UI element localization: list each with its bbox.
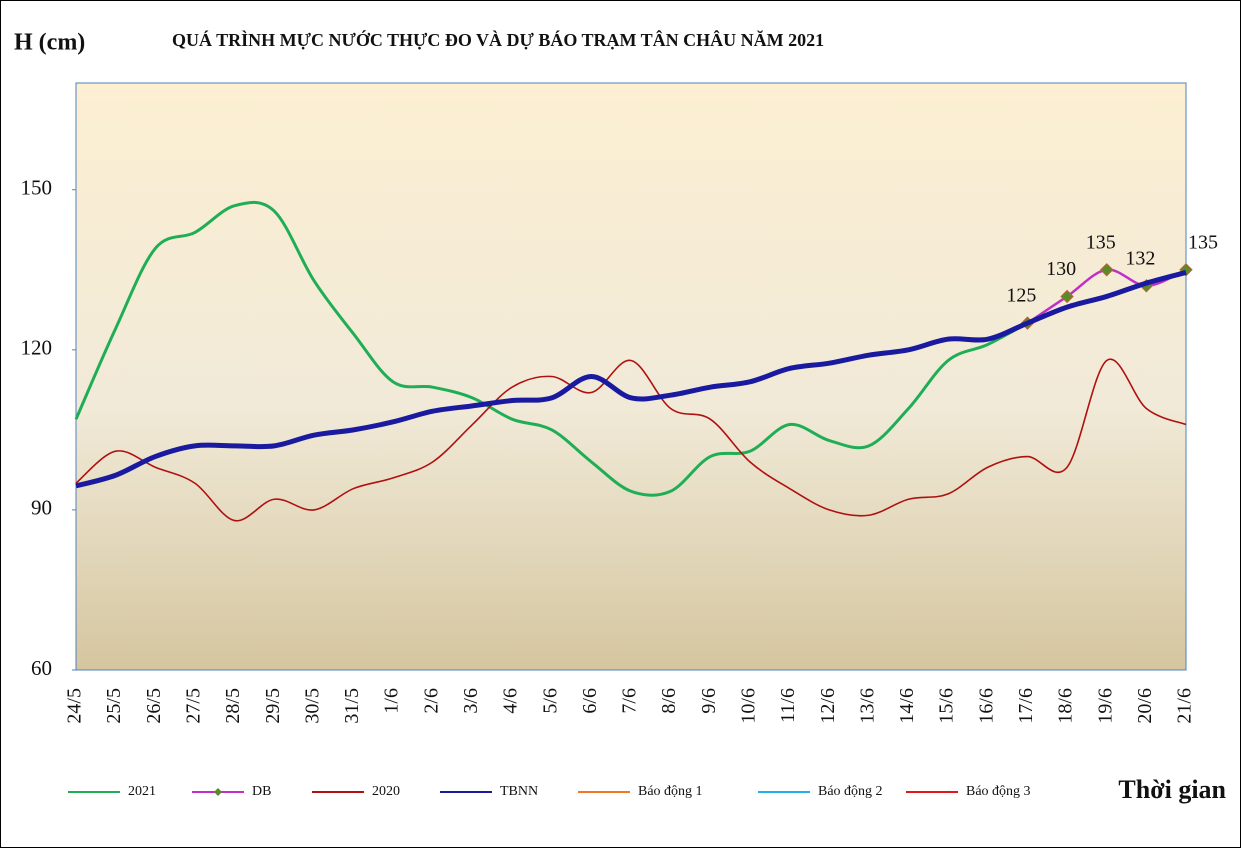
y-tick-label: 90 — [31, 496, 52, 520]
x-tick-label: 24/5 — [64, 688, 86, 724]
data-label: 132 — [1125, 247, 1155, 269]
x-tick-label: 13/6 — [856, 688, 878, 724]
marker — [1179, 263, 1193, 277]
marker — [1060, 289, 1074, 304]
legend-label: Báo động 2 — [818, 784, 883, 799]
data-label: 130 — [1046, 258, 1076, 280]
x-axis-label: Thời gian — [1118, 775, 1226, 804]
legend-label: TBNN — [500, 784, 538, 799]
x-tick-label: 4/6 — [500, 688, 522, 714]
x-tick-label: 29/5 — [262, 688, 284, 724]
plot-area — [75, 82, 1187, 671]
x-tick-label: 15/6 — [936, 688, 958, 724]
x-tick-label: 19/6 — [1094, 688, 1116, 724]
series-line — [74, 200, 1029, 497]
x-tick-label: 2/6 — [420, 688, 442, 714]
series-line — [75, 358, 1187, 522]
x-tick-label: 14/6 — [896, 688, 918, 724]
legend-label: Báo động 1 — [638, 784, 703, 799]
legend-marker — [214, 788, 222, 796]
x-tick-label: 30/5 — [301, 688, 323, 724]
legend-label: 2021 — [128, 784, 156, 799]
x-tick-label: 8/6 — [658, 688, 680, 714]
y-tick-label: 60 — [31, 656, 52, 680]
x-tick-label: 16/6 — [975, 688, 997, 724]
series-line — [75, 270, 1187, 489]
data-label: 125 — [1006, 285, 1036, 307]
x-tick-label: 20/6 — [1134, 688, 1156, 724]
x-tick-label: 7/6 — [619, 688, 641, 714]
chart-title: QUÁ TRÌNH MỰC NƯỚC THỰC ĐO VÀ DỰ BÁO TRẠ… — [172, 29, 824, 50]
data-label: 135 — [1188, 231, 1218, 253]
x-tick-label: 5/6 — [539, 688, 561, 714]
legend-label: 2020 — [372, 784, 400, 799]
x-tick-label: 12/6 — [817, 688, 839, 724]
x-tick-label: 11/6 — [777, 688, 799, 723]
x-tick-label: 21/6 — [1174, 688, 1196, 724]
x-tick-label: 9/6 — [698, 688, 720, 714]
x-tick-label: 26/5 — [143, 688, 165, 724]
x-tick-label: 25/5 — [103, 688, 125, 724]
y-tick-label: 120 — [21, 336, 53, 360]
x-tick-label: 10/6 — [738, 688, 760, 724]
x-tick-label: 17/6 — [1015, 688, 1037, 724]
y-axis-label: H (cm) — [14, 30, 85, 56]
y-tick-label: 150 — [21, 176, 53, 200]
legend-label: Báo động 3 — [966, 784, 1031, 799]
marker — [1100, 263, 1114, 277]
data-label: 135 — [1086, 231, 1116, 253]
x-tick-label: 18/6 — [1055, 688, 1077, 724]
x-tick-label: 31/5 — [341, 688, 363, 724]
x-tick-label: 1/6 — [381, 688, 403, 714]
legend-label: DB — [252, 784, 271, 799]
x-tick-label: 27/5 — [183, 688, 205, 724]
x-tick-label: 3/6 — [460, 688, 482, 714]
x-tick-label: 6/6 — [579, 688, 601, 714]
x-tick-label: 28/5 — [222, 688, 244, 724]
